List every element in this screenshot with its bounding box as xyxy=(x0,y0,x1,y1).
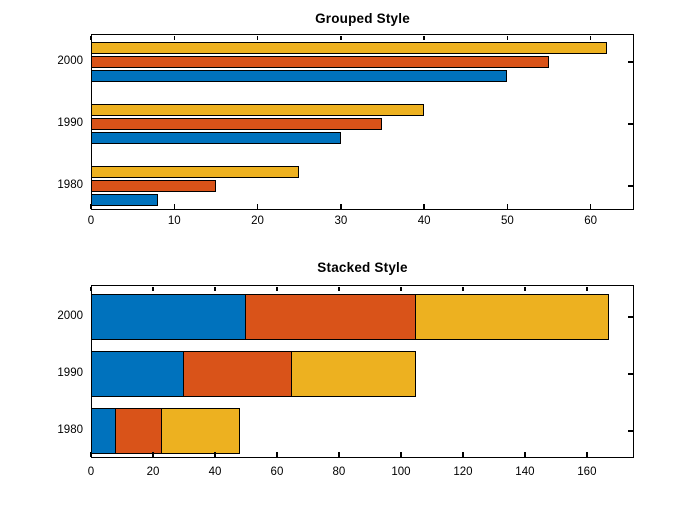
x-tick-label: 120 xyxy=(453,466,473,478)
x-tick-label: 40 xyxy=(208,466,222,478)
x-tick-bottom xyxy=(214,452,216,457)
x-tick-top xyxy=(173,35,175,40)
x-tick-bottom xyxy=(173,204,175,209)
x-tick-top xyxy=(256,35,259,40)
bar-blue-series-2000 xyxy=(91,70,508,82)
x-tick-bottom xyxy=(152,452,154,457)
segment-yellow-series-2000 xyxy=(415,294,609,340)
x-tick-bottom xyxy=(462,452,464,457)
x-tick-label: 20 xyxy=(146,466,160,478)
x-tick-bottom xyxy=(90,204,92,209)
x-tick-label: 30 xyxy=(334,215,348,227)
segment-orange-series-1990 xyxy=(182,351,293,397)
y-tick-label: 1990 xyxy=(57,116,83,129)
y-tick-right xyxy=(628,430,633,432)
y-tick-label: 1980 xyxy=(57,423,83,436)
x-tick-bottom xyxy=(524,452,526,457)
segment-orange-series-2000 xyxy=(244,294,417,340)
x-tick-bottom xyxy=(90,452,92,457)
bar-orange-series-2000 xyxy=(91,56,550,68)
x-tick-top xyxy=(462,286,464,291)
bar-yellow-series-2000 xyxy=(91,42,608,54)
x-tick-label: 140 xyxy=(515,466,535,478)
x-tick-top xyxy=(214,286,216,291)
x-tick-top xyxy=(586,286,588,291)
x-tick-top xyxy=(506,35,509,40)
x-tick-label: 50 xyxy=(501,215,514,227)
y-tick-right xyxy=(628,185,633,187)
stacked-chart-title: Stacked Style xyxy=(317,260,408,275)
x-tick-label: 40 xyxy=(417,215,431,227)
x-tick-bottom xyxy=(338,452,340,457)
x-tick-bottom xyxy=(400,452,402,457)
x-tick-label: 20 xyxy=(251,215,264,227)
x-tick-top xyxy=(90,286,92,291)
segment-yellow-series-1980 xyxy=(161,408,240,454)
x-tick-label: 160 xyxy=(577,466,597,478)
x-tick-bottom xyxy=(256,204,259,209)
segment-blue-series-1980 xyxy=(91,408,116,454)
x-tick-top xyxy=(338,286,340,291)
y-tick-right xyxy=(628,316,633,318)
y-tick-label: 1980 xyxy=(57,178,83,191)
x-tick-top xyxy=(423,35,425,40)
segment-blue-series-1990 xyxy=(91,351,184,397)
x-tick-top xyxy=(589,35,592,40)
y-tick-label: 2000 xyxy=(57,54,83,67)
x-tick-label: 60 xyxy=(584,215,598,227)
x-tick-top xyxy=(524,286,526,291)
x-tick-top xyxy=(340,35,342,40)
segment-orange-series-1980 xyxy=(114,408,163,454)
bar-blue-series-1990 xyxy=(91,132,341,144)
y-tick-label: 1990 xyxy=(57,366,83,379)
segment-yellow-series-1990 xyxy=(291,351,417,397)
x-tick-bottom xyxy=(506,204,509,209)
x-tick-bottom xyxy=(589,204,592,209)
bar-yellow-series-1990 xyxy=(91,104,425,116)
x-tick-top xyxy=(400,286,402,291)
grouped-chart-title: Grouped Style xyxy=(315,11,410,26)
x-tick-bottom xyxy=(586,452,588,457)
x-tick-label: 10 xyxy=(167,215,181,227)
x-tick-top xyxy=(90,35,92,40)
x-tick-bottom xyxy=(340,204,342,209)
bar-orange-series-1990 xyxy=(91,118,383,130)
x-tick-label: 0 xyxy=(87,215,95,227)
bar-blue-series-1980 xyxy=(91,194,158,206)
y-tick-label: 2000 xyxy=(57,309,83,322)
x-tick-bottom xyxy=(423,204,425,209)
segment-blue-series-2000 xyxy=(91,294,246,340)
x-tick-label: 0 xyxy=(87,466,95,478)
bar-yellow-series-1980 xyxy=(91,166,300,178)
x-tick-top xyxy=(276,286,278,291)
y-tick-right xyxy=(628,61,633,63)
x-tick-label: 60 xyxy=(270,466,284,478)
y-tick-right xyxy=(628,123,633,125)
x-tick-label: 80 xyxy=(332,466,346,478)
x-tick-label: 100 xyxy=(391,466,411,478)
y-tick-right xyxy=(628,373,633,375)
x-tick-bottom xyxy=(276,452,278,457)
bar-orange-series-1980 xyxy=(91,180,216,192)
x-tick-top xyxy=(152,286,154,291)
